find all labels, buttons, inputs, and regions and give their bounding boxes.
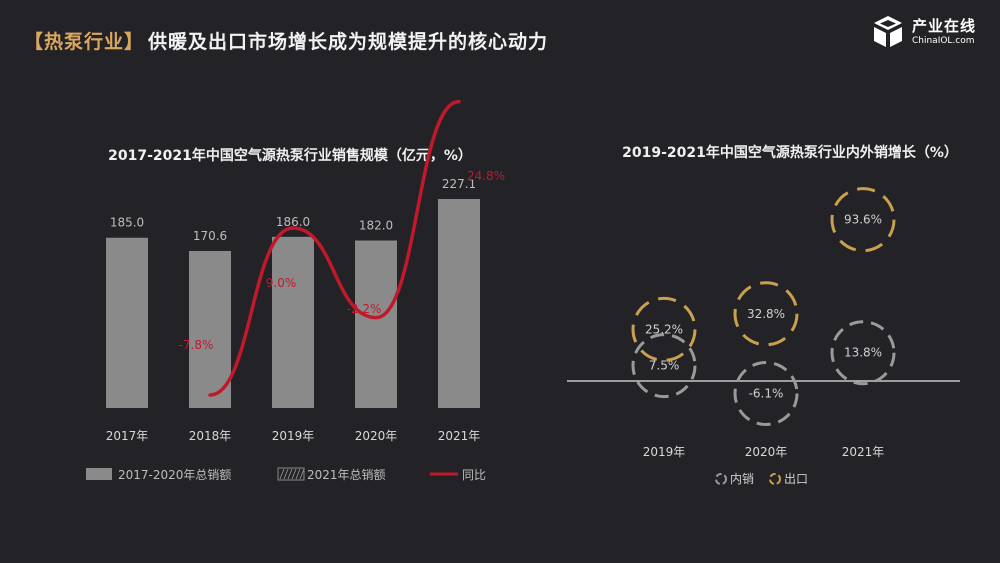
bubble-value-label: 25.2% [645,322,683,336]
x-tick-label: 2018年 [189,429,232,443]
section-tag: 【热泵行业】 [24,30,145,53]
x-tick-label: 2019年 [643,445,686,459]
bar-value-label: 170.6 [193,229,227,243]
yoy-label: 24.8% [467,169,505,183]
logo-name-en: ChinaIOL.com [911,35,975,46]
x-tick-label: 2021年 [842,445,885,459]
yoy-label: 9.0% [266,276,297,290]
bubble-value-label: 32.8% [747,307,785,321]
bar-1 [106,237,148,408]
bar-3 [272,236,314,408]
x-tick-label: 2019年 [272,429,315,443]
yoy-line [208,99,461,397]
legend-label-bar: 2017-2020年总销额 [118,468,231,482]
bar-2 [189,250,231,408]
bubble-value-label: 13.8% [844,346,882,360]
bar-5 [438,199,480,408]
legend-label-domestic: 内销 [730,472,754,486]
legend-icon-export [769,473,781,485]
brand-logo: 产业在线 ChinaIOL.com [870,14,976,50]
legend-swatch-hatched [277,467,305,481]
x-tick-label: 2020年 [355,429,398,443]
logo-name-cn: 产业在线 [911,16,976,35]
legend-label-hatched: 2021年总销额 [307,468,386,482]
bubble-value-label: 93.6% [844,213,882,227]
legend-label-export: 出口 [784,472,808,486]
bubble-value-label: -6.1% [749,387,784,401]
yoy-label: -7.8% [179,338,214,352]
bar-value-label: 186.0 [276,215,310,229]
slide-headline: 供暖及出口市场增长成为规模提升的核心动力 [148,30,549,53]
chart-title: 2019-2021年中国空气源热泵行业内外销增长（%） [622,144,958,161]
bar-4 [355,240,397,408]
chinaiol-logo-icon [873,16,902,47]
x-tick-label: 2017年 [106,429,149,443]
chart-title: 2017-2021年中国空气源热泵行业销售规模（亿元，%） [108,147,472,164]
domestic-bubble [733,361,799,427]
bar-value-label: 182.0 [359,219,393,233]
legend-swatch-bar [86,468,112,480]
domestic-bubble [631,333,697,399]
legend-icon-domestic [715,473,727,485]
domestic-bubble [830,320,896,386]
bar-value-label: 227.1 [442,177,476,191]
bar-value-label: 185.0 [110,216,144,230]
export-bubble [631,296,697,362]
bubble-value-label: 7.5% [649,359,680,373]
legend-label-line: 同比 [462,468,486,482]
x-tick-label: 2020年 [745,445,788,459]
yoy-label: -2.2% [347,302,382,316]
x-tick-label: 2021年 [438,429,481,443]
slide-header: 【热泵行业】 供暖及出口市场增长成为规模提升的核心动力 [24,20,548,60]
export-bubble [830,187,896,253]
export-bubble [733,281,799,347]
